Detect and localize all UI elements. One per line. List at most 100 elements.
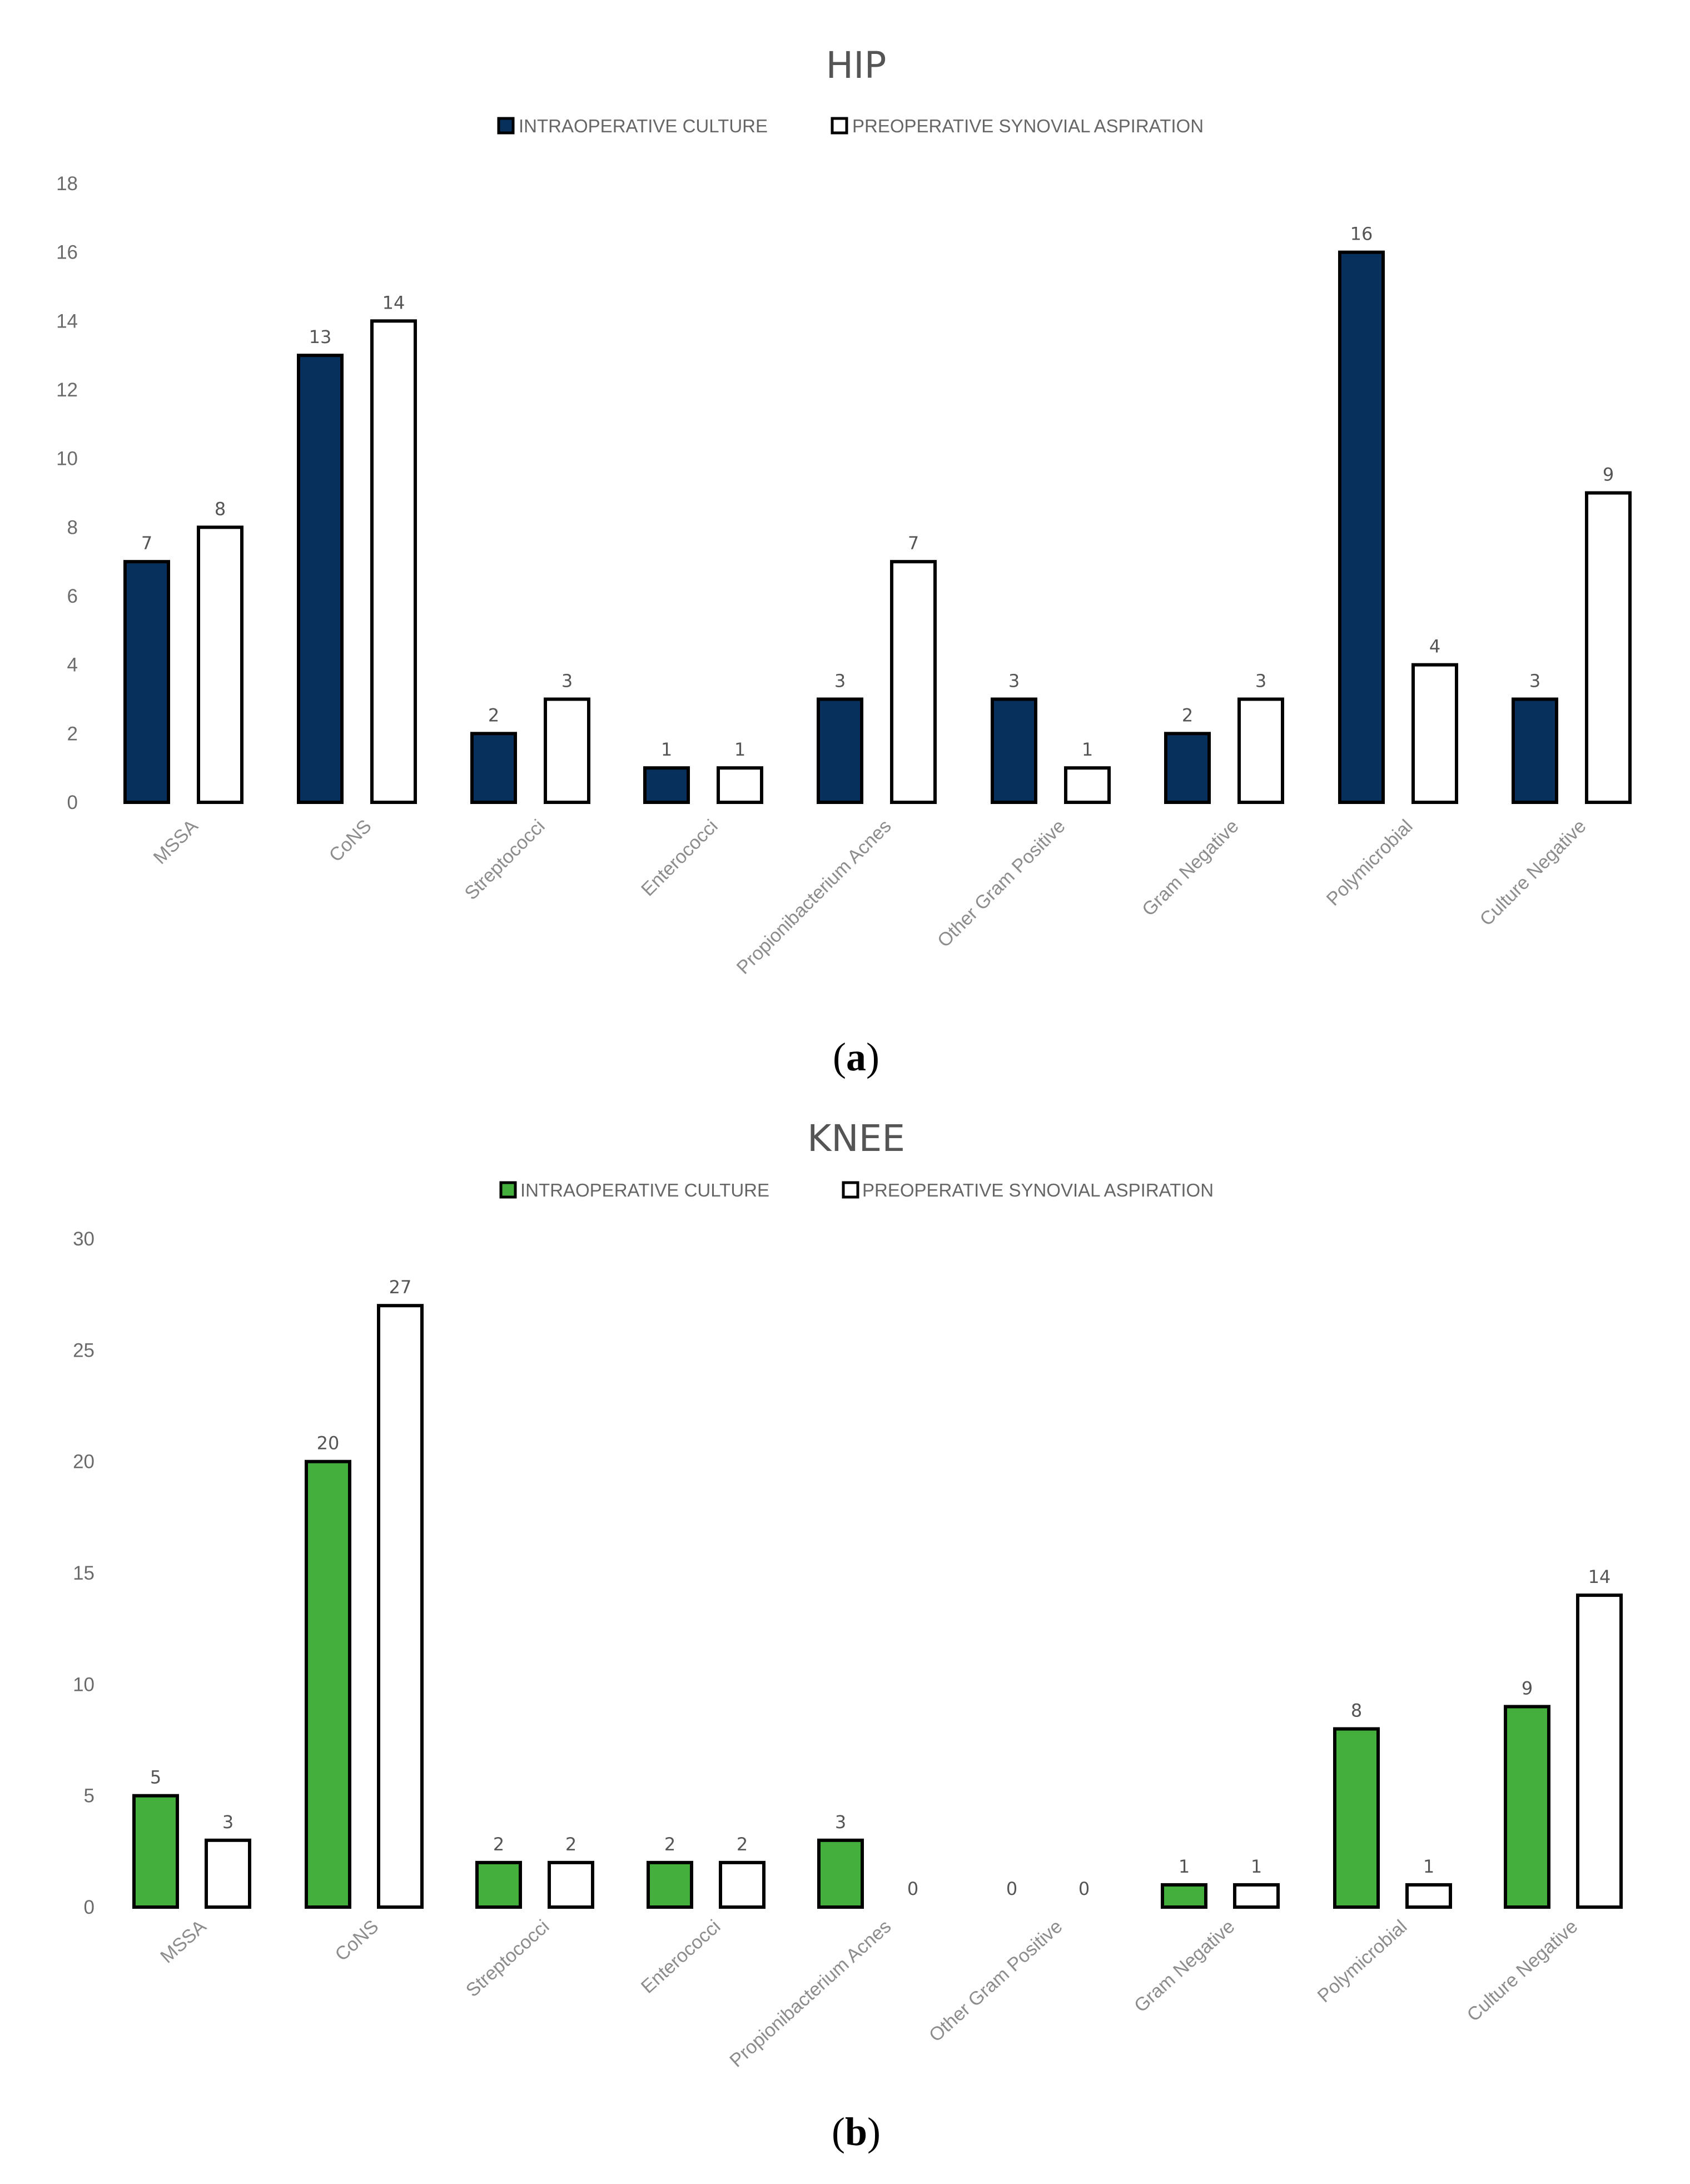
knee-legend-label-0: INTRAOPERATIVE CULTURE <box>520 1180 769 1200</box>
knee-data-label: 27 <box>389 1277 412 1298</box>
hip-y-axis: 0 2 4 6 8 10 12 14 16 18 <box>56 173 78 813</box>
knee-bar-intraoperative <box>817 1838 864 1909</box>
knee-y-tick-label: 30 <box>73 1228 95 1250</box>
knee-panel-letter: b <box>845 2109 867 2154</box>
knee-data-label: 0 <box>1006 1878 1017 1899</box>
hip-x-axis: MSSA CoNS Streptococci Enterococci Propionib… <box>150 816 1590 979</box>
knee-bar-intraoperative <box>647 1860 693 1909</box>
knee-category-label: Gram Negative <box>1130 1916 1239 2017</box>
hip-y-tick-label: 8 <box>67 517 78 538</box>
hip-bar-intraoperative <box>817 697 863 804</box>
knee-data-label: 3 <box>835 1811 846 1833</box>
hip-bar-intraoperative <box>470 732 517 805</box>
knee-bar-preoperative <box>548 1860 594 1909</box>
knee-bar-intraoperative <box>1161 1883 1207 1909</box>
hip-y-tick-label: 18 <box>56 173 78 195</box>
hip-chart-title: HIP <box>826 44 887 87</box>
knee-data-label: 3 <box>222 1811 233 1833</box>
hip-category-label: Propionibacterium Acnes <box>733 816 896 979</box>
knee-y-axis: 0 5 10 15 20 25 30 <box>73 1228 95 1918</box>
knee-category-label: MSSA <box>156 1915 210 1967</box>
knee-bar-preoperative <box>1405 1883 1452 1909</box>
knee-legend-swatch-1 <box>842 1181 859 1199</box>
knee-data-label: 2 <box>737 1834 748 1855</box>
hip-data-label: 4 <box>1429 636 1440 657</box>
hip-y-tick-label: 6 <box>67 585 78 607</box>
knee-category-label: Streptococci <box>462 1916 553 2001</box>
hip-panel-letter: a <box>846 1035 866 1079</box>
knee-bar-preoperative <box>1233 1883 1280 1909</box>
knee-bar-intraoperative <box>1333 1727 1380 1909</box>
hip-data-label: 9 <box>1603 464 1614 485</box>
hip-bar-preoperative <box>1237 697 1284 804</box>
hip-chart: HIP INTRAOPERATIVE CULTURE PREOPERATIVE SY… <box>56 44 1632 1079</box>
hip-y-tick-label: 0 <box>67 792 78 813</box>
hip-data-label: 16 <box>1350 224 1373 245</box>
hip-category-label: Culture Negative <box>1476 816 1590 930</box>
hip-bar-intraoperative <box>1338 250 1385 804</box>
hip-bar-intraoperative <box>991 697 1037 804</box>
knee-data-label: 0 <box>1078 1878 1090 1899</box>
knee-legend-label-1: PREOPERATIVE SYNOVIAL ASPIRATION <box>862 1180 1214 1200</box>
hip-data-label: 3 <box>1529 671 1540 692</box>
hip-panel-caption: (a) <box>833 1035 879 1079</box>
knee-bar-preoperative <box>205 1838 251 1909</box>
hip-bar-intraoperative <box>297 354 344 804</box>
hip-data-label: 1 <box>661 739 672 760</box>
knee-bar-intraoperative <box>305 1460 351 1909</box>
knee-y-tick-label: 15 <box>73 1562 95 1584</box>
hip-bar-preoperative <box>197 525 243 804</box>
knee-category-label: Polymicrobial <box>1314 1916 1411 2007</box>
hip-category-label: Other Gram Positive <box>933 816 1070 952</box>
hip-category-label: Enterococci <box>637 816 722 900</box>
hip-y-tick-label: 14 <box>56 310 78 332</box>
knee-y-tick-label: 5 <box>84 1785 95 1807</box>
hip-bar-preoperative <box>1064 766 1111 804</box>
hip-category-label: Polymicrobial <box>1323 816 1417 910</box>
knee-category-label: Other Gram Positive <box>925 1916 1066 2046</box>
hip-legend-swatch-0 <box>497 117 515 135</box>
hip-data-label: 1 <box>734 739 745 760</box>
knee-bar-preoperative <box>377 1304 424 1909</box>
knee-y-tick-label: 20 <box>73 1451 95 1473</box>
hip-category-label: Streptococci <box>460 816 549 904</box>
hip-data-label: 1 <box>1082 739 1093 760</box>
hip-legend: INTRAOPERATIVE CULTURE PREOPERATIVE SYNOV… <box>497 116 1204 136</box>
knee-data-label: 0 <box>907 1878 918 1899</box>
hip-bar-preoperative <box>1411 663 1458 804</box>
hip-y-tick-label: 2 <box>67 723 78 744</box>
hip-data-label: 7 <box>141 533 152 554</box>
hip-legend-label-0: INTRAOPERATIVE CULTURE <box>519 116 768 136</box>
knee-data-label: 20 <box>317 1433 340 1454</box>
hip-data-label: 13 <box>309 326 332 348</box>
hip-data-label: 3 <box>561 671 573 692</box>
knee-data-label: 1 <box>1179 1856 1190 1877</box>
knee-panel-caption: (b) <box>832 2109 881 2154</box>
knee-data-label: 2 <box>565 1834 576 1855</box>
hip-bar-preoperative <box>544 697 590 804</box>
knee-data-label: 8 <box>1351 1700 1362 1721</box>
knee-bar-intraoperative <box>1504 1705 1550 1909</box>
knee-bar-preoperative <box>1576 1594 1623 1909</box>
knee-data-label: 1 <box>1423 1856 1434 1877</box>
hip-category-label: CoNS <box>325 816 376 866</box>
knee-bar-intraoperative <box>475 1860 522 1909</box>
knee-chart-title: KNEE <box>807 1117 905 1160</box>
knee-data-label: 1 <box>1251 1856 1262 1877</box>
hip-bar-preoperative <box>717 766 763 804</box>
knee-y-tick-label: 25 <box>73 1339 95 1361</box>
hip-bar-intraoperative <box>1512 697 1558 804</box>
knee-category-label: Propionibacterium Acnes <box>725 1916 895 2072</box>
hip-data-label: 14 <box>382 292 405 313</box>
hip-bar-preoperative <box>370 319 417 804</box>
hip-legend-swatch-1 <box>831 117 848 135</box>
knee-bar-intraoperative <box>132 1794 179 1909</box>
hip-y-tick-label: 16 <box>56 242 78 264</box>
knee-category-label: Culture Negative <box>1463 1916 1582 2026</box>
hip-category-label: Gram Negative <box>1138 816 1243 921</box>
hip-category-label: MSSA <box>150 816 202 868</box>
hip-y-tick-label: 10 <box>56 448 78 470</box>
knee-y-tick-label: 10 <box>73 1674 95 1695</box>
knee-chart: KNEE INTRAOPERATIVE CULTURE PREOPERATIVE S… <box>73 1117 1623 2154</box>
